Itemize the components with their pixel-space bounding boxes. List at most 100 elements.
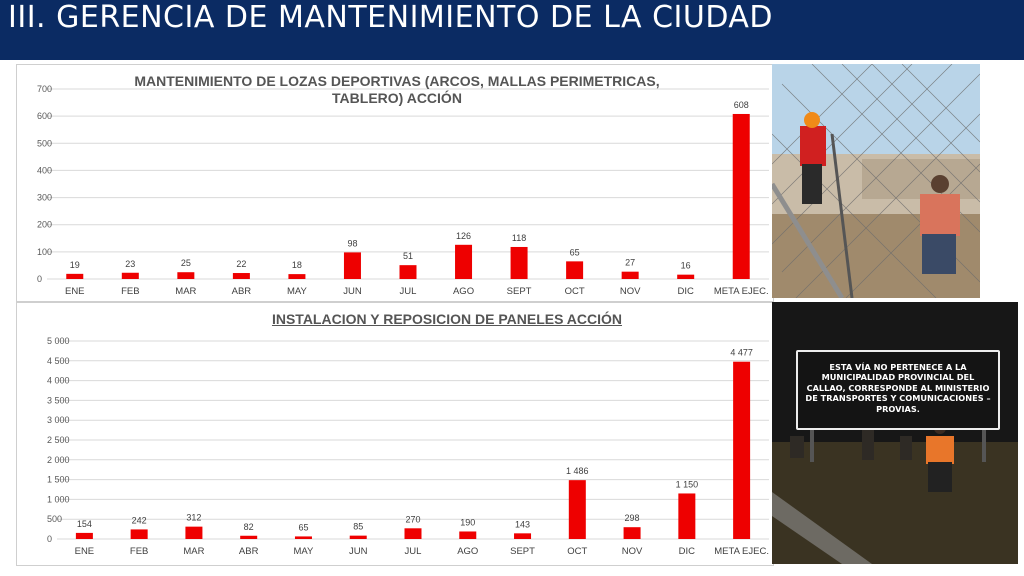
x-tick-label: MAY [294, 546, 315, 557]
x-tick-label: AGO [457, 546, 478, 557]
data-label: 154 [77, 519, 92, 529]
bar [349, 535, 367, 539]
bar [240, 535, 258, 539]
x-tick-label: ABR [232, 286, 252, 297]
data-label: 1 150 [676, 479, 699, 489]
y-tick-label: 2 000 [47, 455, 70, 465]
road-sign: ESTA VÍA NO PERTENECE A LA MUNICIPALIDAD… [796, 350, 1000, 430]
bar [185, 526, 203, 539]
data-label: 82 [244, 522, 254, 532]
bar [288, 274, 306, 279]
y-tick-label: 100 [37, 247, 52, 257]
y-tick-label: 600 [37, 111, 52, 121]
bar [75, 532, 93, 539]
x-tick-label: DIC [679, 546, 696, 557]
data-label: 270 [405, 514, 420, 524]
data-label: 298 [625, 513, 640, 523]
y-tick-label: 3 500 [47, 395, 70, 405]
y-tick-label: 0 [47, 534, 52, 544]
photo-night-sign: ESTA VÍA NO PERTENECE A LA MUNICIPALIDAD… [772, 302, 1018, 564]
x-tick-label: SEPT [510, 546, 535, 557]
y-tick-label: 200 [37, 220, 52, 230]
chart-paneles: 0 500 1 000 1 500 2 000 2 500 3 000 3 500 4 000 4… [16, 302, 774, 566]
data-label: 126 [456, 231, 471, 241]
chart-paneles-title: INSTALACION Y REPOSICION DE PANELES ACCI… [271, 311, 623, 327]
chart-paneles-svg: 0 500 1 000 1 500 2 000 2 500 3 000 3 500 4 000 4… [47, 336, 769, 557]
y-tick-label: 500 [37, 138, 52, 148]
x-tick-label: JUN [349, 546, 368, 557]
data-label: 242 [132, 515, 147, 525]
y-tick-label: 300 [37, 193, 52, 203]
data-label: 143 [515, 519, 530, 529]
x-tick-label: FEB [121, 286, 139, 297]
bar [121, 272, 139, 279]
chart-lozas-deportivas: 0 100 200 300 400 500 600 700 19 ENE 23 FEB 25 MAR 22 A… [16, 64, 774, 302]
y-tick-label: 500 [47, 514, 62, 524]
data-label: 608 [734, 100, 749, 110]
bar [130, 529, 148, 539]
bar [459, 531, 477, 539]
x-tick-label: MAR [183, 546, 204, 557]
x-tick-label: META EJEC. [714, 286, 769, 297]
bar [455, 244, 473, 279]
bar [568, 480, 586, 539]
bar [177, 272, 195, 279]
data-label: 22 [236, 259, 246, 269]
photo-fence-workers [772, 64, 980, 298]
bar [294, 536, 312, 539]
y-tick-label: 0 [37, 274, 42, 284]
x-tick-label: SEPT [507, 286, 532, 297]
data-label: 65 [570, 247, 580, 257]
data-label: 27 [625, 258, 635, 268]
data-label: 23 [125, 259, 135, 269]
x-tick-label: OCT [567, 546, 587, 557]
data-label: 25 [181, 258, 191, 268]
bar [621, 271, 639, 279]
slide-title: III. GERENCIA DE MANTENIMIENTO DE LA CIU… [8, 0, 774, 35]
chart-lozas-svg: 0 100 200 300 400 500 600 700 19 ENE 23 FEB 25 MAR 22 A… [37, 84, 769, 297]
x-tick-label: JUL [405, 546, 422, 557]
data-label: 16 [681, 261, 691, 271]
data-label: 19 [70, 260, 80, 270]
bar [732, 113, 750, 279]
bar [232, 273, 250, 279]
data-label: 312 [186, 513, 201, 523]
x-tick-label: JUN [343, 286, 362, 297]
x-tick-label: ABR [239, 546, 259, 557]
y-tick-label: 700 [37, 84, 52, 94]
x-tick-label: NOV [620, 286, 641, 297]
y-tick-label: 400 [37, 165, 52, 175]
bar [677, 274, 695, 279]
bar [404, 528, 422, 539]
x-tick-label: NOV [622, 546, 643, 557]
y-tick-label: 3 000 [47, 415, 70, 425]
bar [514, 533, 532, 539]
chart-lozas-title: MANTENIMIENTO DE LOZAS DEPORTIVAS (ARCOS… [134, 73, 660, 106]
x-tick-label: JUL [400, 286, 417, 297]
data-label: 65 [298, 522, 308, 532]
x-tick-label: ENE [75, 546, 95, 557]
bar [66, 273, 84, 279]
data-label: 98 [347, 238, 357, 248]
slide-header: III. GERENCIA DE MANTENIMIENTO DE LA CIU… [0, 0, 1024, 60]
road-sign-text: ESTA VÍA NO PERTENECE A LA MUNICIPALIDAD… [805, 362, 991, 414]
y-tick-label: 4 000 [47, 376, 70, 386]
x-tick-label: DIC [678, 286, 695, 297]
x-tick-label: MAR [175, 286, 196, 297]
y-tick-label: 1 000 [47, 494, 70, 504]
bar [623, 527, 641, 539]
y-tick-label: 4 500 [47, 356, 70, 366]
data-label: 85 [353, 522, 363, 532]
bar [566, 261, 584, 279]
bar [733, 361, 751, 539]
x-tick-label: OCT [565, 286, 585, 297]
x-tick-label: FEB [130, 546, 148, 557]
x-tick-label: MAY [287, 286, 308, 297]
x-tick-label: ENE [65, 286, 85, 297]
data-label: 4 477 [730, 348, 753, 358]
data-label: 18 [292, 260, 302, 270]
y-tick-label: 5 000 [47, 336, 70, 346]
y-tick-label: 1 500 [47, 475, 70, 485]
data-label: 51 [403, 251, 413, 261]
data-label: 118 [512, 233, 526, 243]
